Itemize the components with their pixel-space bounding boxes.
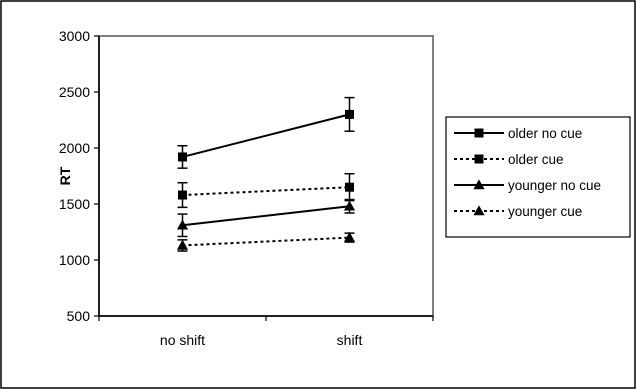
data-point xyxy=(343,200,356,211)
y-axis-label: RT xyxy=(57,166,73,185)
legend-marker xyxy=(474,128,484,138)
series-older-cue xyxy=(177,173,355,209)
data-point xyxy=(343,231,356,242)
y-tick-label: 500 xyxy=(67,308,91,324)
axes: 500 1000 1500 2000 2500 3000 no shift shift xyxy=(59,28,434,348)
series-line xyxy=(182,205,350,227)
legend-marker xyxy=(473,205,485,216)
series-younger-cue xyxy=(176,231,356,252)
legend-marker xyxy=(474,154,484,164)
y-tick-label: 1000 xyxy=(59,252,90,268)
y-tick-label: 3000 xyxy=(59,28,90,44)
plot-area xyxy=(98,35,434,317)
data-point xyxy=(345,182,354,192)
legend-marker xyxy=(473,179,485,190)
series-line xyxy=(182,186,350,197)
y-tick-label: 1500 xyxy=(59,196,90,212)
data-point xyxy=(178,152,187,162)
series-layer xyxy=(176,96,356,252)
y-tick-label: 2500 xyxy=(59,84,90,100)
x-tick-label: shift xyxy=(337,332,363,348)
x-tick-label: no shift xyxy=(160,332,205,348)
legend: older no cue older cue younger no cue young… xyxy=(445,116,631,238)
legend-label: older no cue xyxy=(508,126,582,141)
series-older-no-cue xyxy=(177,96,355,169)
legend-label: older cue xyxy=(508,152,564,167)
data-point xyxy=(176,239,189,250)
y-tick-label: 2000 xyxy=(59,140,90,156)
data-point xyxy=(176,219,189,230)
series-younger-no-cue xyxy=(176,198,356,238)
legend-label: younger cue xyxy=(508,204,582,219)
data-point xyxy=(178,190,187,200)
legend-label: younger no cue xyxy=(508,178,601,193)
series-line xyxy=(182,236,350,247)
series-line xyxy=(182,113,350,158)
data-point xyxy=(345,109,354,119)
